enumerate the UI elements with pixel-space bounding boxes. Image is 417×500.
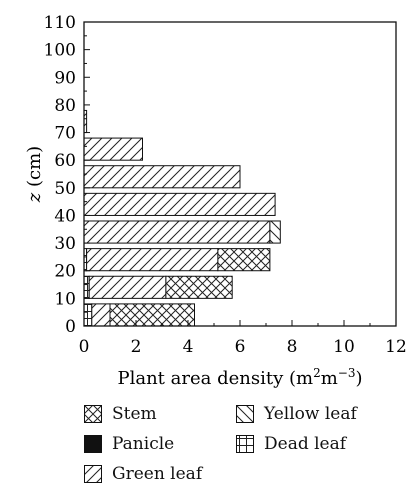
y-tick-label-2: 20 [54,262,76,282]
bar-green-3 [83,220,271,244]
dead-leaf-swatch [236,435,254,453]
yellow-leaf-swatch [236,405,254,423]
y-tick-label-11: 110 [44,13,76,33]
legend-item-panicle: Panicle [84,434,174,454]
legend-label-stem: Stem [112,404,157,424]
y-tick-label-6: 60 [54,151,76,171]
legend: Stem Yellow leaf Panicle Dead leaf Green… [84,400,384,490]
y-axis-label: z (cm) [24,146,45,203]
y-tick-label-7: 70 [54,124,76,144]
x-tick-label-3: 6 [235,337,246,357]
x-tick-label-5: 10 [333,337,355,357]
plant-area-density-chart: 0 2 4 6 8 10 12 0 10 20 30 40 50 60 70 80 90 100 110 Plan… [24,13,407,389]
bar-stem-1 [165,275,233,299]
y-tick-label-4: 40 [54,206,76,226]
y-tick-label-5: 50 [54,179,76,199]
y-tick-label-9: 90 [54,68,76,88]
x-tick-label-6: 12 [385,337,407,357]
bar-yellow-3 [269,220,281,244]
y-tick-label-8: 80 [54,96,76,116]
x-axis: 0 2 4 6 8 10 12 [79,320,407,357]
legend-item-green-leaf: Green leaf [84,464,202,484]
y-tick-label-1: 10 [54,289,76,309]
panicle-swatch [84,435,102,453]
bar-green-5 [83,165,241,189]
y-tick-label-10: 100 [44,41,76,61]
bars-group [83,109,281,327]
x-tick-label-1: 2 [131,337,142,357]
bar-dead-1 [83,275,90,299]
y-axis: 0 10 20 30 40 50 60 70 80 90 100 110 [44,13,90,337]
bar-green-0 [91,303,111,327]
green-leaf-swatch [84,465,102,483]
legend-item-yellow-leaf: Yellow leaf [236,404,357,424]
bar-stem-0 [109,303,195,327]
legend-label-green-leaf: Green leaf [112,464,203,484]
x-axis-label: Plant area density (m2m−3) [117,366,362,389]
bar-stem-2 [217,248,271,272]
legend-label-panicle: Panicle [112,434,175,454]
x-tick-label-0: 0 [79,337,90,357]
legend-item-stem: Stem [84,404,157,424]
legend-label-yellow-leaf: Yellow leaf [264,404,357,424]
legend-label-dead-leaf: Dead leaf [264,434,347,454]
x-tick-label-2: 4 [183,337,194,357]
bar-dead-0 [83,303,93,327]
bar-green-6 [83,137,143,161]
bar-green-2 [86,248,219,272]
y-tick-label-3: 30 [54,234,76,254]
legend-item-dead-leaf: Dead leaf [236,434,346,454]
y-tick-label-0: 0 [65,317,76,337]
stem-swatch [84,405,102,423]
x-tick-label-4: 8 [287,337,298,357]
bar-green-4 [83,192,276,216]
bar-green-1 [88,275,167,299]
